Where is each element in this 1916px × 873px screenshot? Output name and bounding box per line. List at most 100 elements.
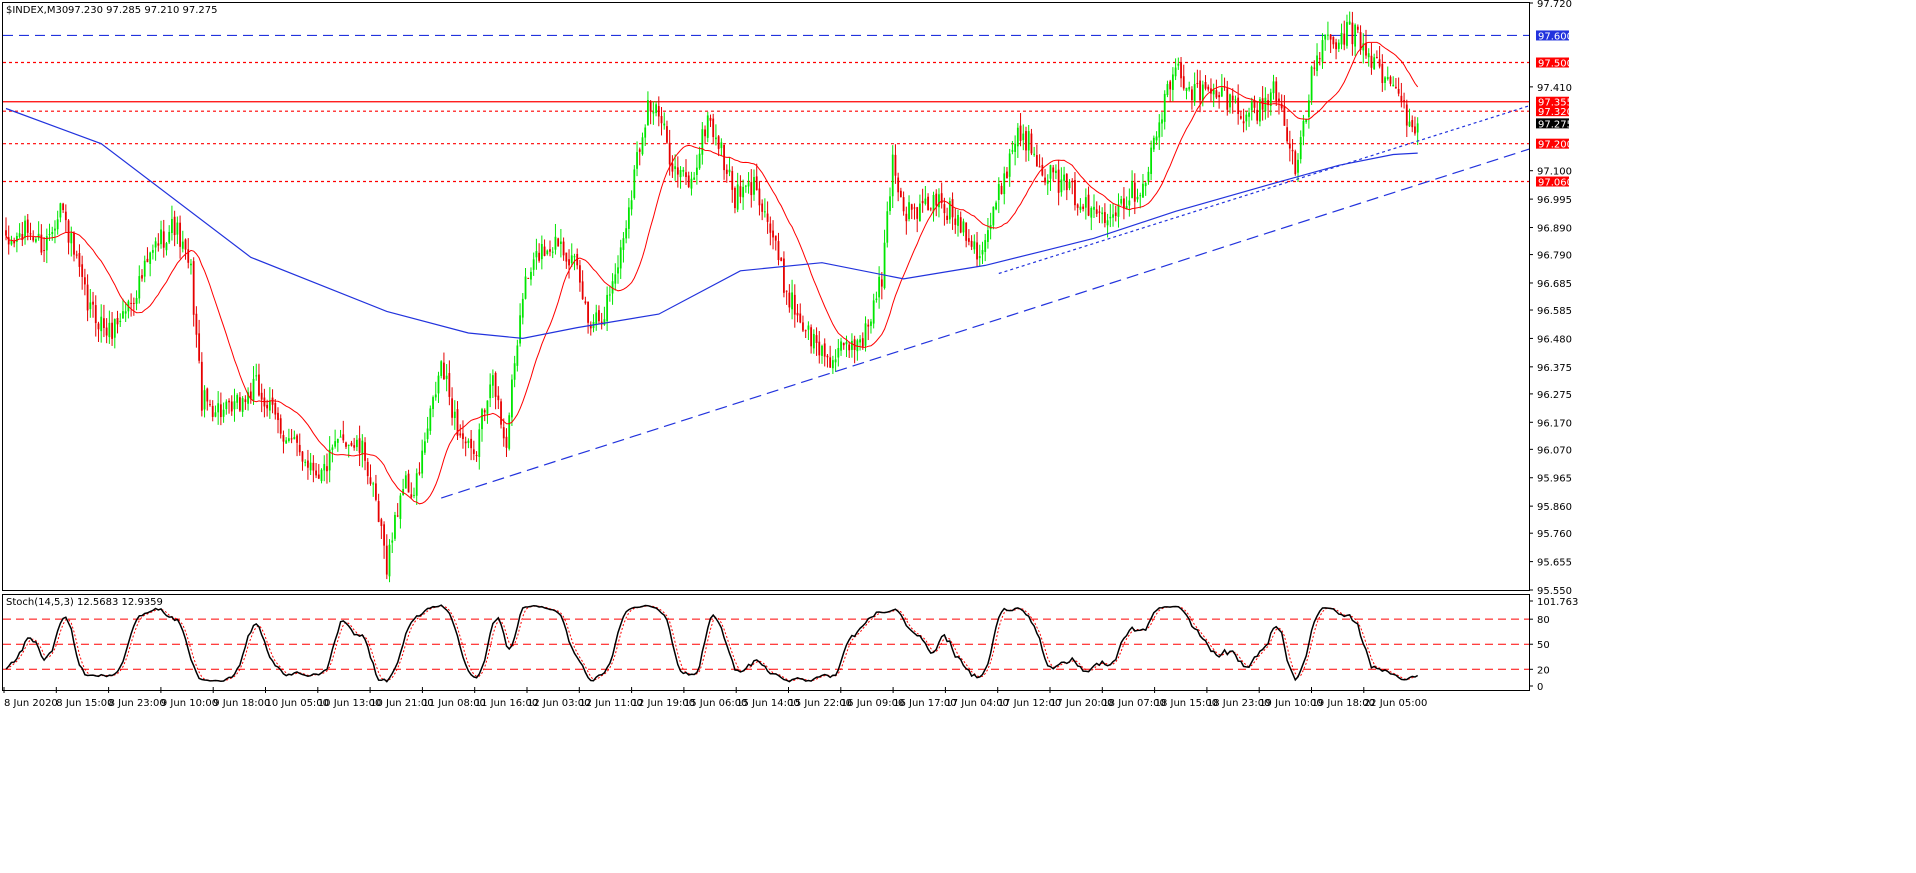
- candle-body: [200, 361, 203, 411]
- candle-body: [236, 395, 239, 403]
- candle-body: [1348, 21, 1351, 25]
- candle-body: [361, 440, 364, 455]
- candle-body: [807, 325, 810, 330]
- candle-body: [59, 203, 62, 218]
- candle-body: [252, 378, 255, 401]
- candle-body: [668, 142, 671, 165]
- candle-body: [774, 235, 777, 241]
- trendline[interactable]: [998, 105, 1530, 275]
- candle-body: [410, 494, 413, 498]
- candle-body: [1090, 207, 1093, 218]
- candle-body: [13, 240, 16, 244]
- level-price-marker: [1536, 57, 1569, 68]
- candle-body: [1218, 95, 1221, 98]
- candle-body: [1103, 212, 1106, 224]
- candle-body: [698, 153, 701, 169]
- candle-body: [1191, 89, 1193, 101]
- candle-body: [116, 317, 119, 325]
- candle-body: [138, 276, 141, 299]
- candle-body: [89, 302, 92, 310]
- candle-body: [535, 251, 538, 258]
- candle-body: [1016, 127, 1019, 147]
- candle-body: [119, 320, 122, 323]
- candle-body: [712, 118, 715, 138]
- candle-body: [187, 249, 190, 263]
- stoch-y-tick-label: 20: [1537, 665, 1550, 676]
- candle-body: [965, 222, 968, 241]
- candle-body: [736, 184, 739, 210]
- y-tick-label: 96.585: [1537, 306, 1572, 317]
- candle-body: [682, 169, 685, 172]
- y-tick-label: 95.760: [1537, 529, 1572, 540]
- candle-body: [1256, 109, 1259, 121]
- candle-body: [568, 259, 570, 266]
- candle-body: [290, 438, 293, 440]
- candle-body: [878, 276, 881, 298]
- candle-body: [78, 253, 81, 267]
- candle-body: [1272, 81, 1275, 94]
- candle-body: [1199, 80, 1201, 101]
- candle-body: [339, 436, 342, 438]
- candle-body: [1185, 87, 1188, 91]
- x-tick-label: 22 Jun 05:00: [1364, 698, 1428, 709]
- level-price-marker: [1536, 138, 1569, 149]
- candle-body: [328, 449, 331, 471]
- candle-body: [1033, 153, 1036, 155]
- candle-body: [1395, 86, 1397, 89]
- candle-body: [1278, 98, 1280, 102]
- candle-body: [831, 360, 834, 369]
- candle-body: [1142, 183, 1144, 198]
- candle-body: [957, 215, 959, 226]
- candle-body: [1123, 198, 1125, 209]
- candle-body: [203, 390, 206, 410]
- candle-body: [380, 519, 383, 527]
- candle-body: [1155, 136, 1158, 141]
- candle-body: [1152, 137, 1155, 150]
- candle-body: [823, 343, 826, 357]
- candle-body: [1384, 77, 1386, 83]
- candle-body: [717, 136, 720, 149]
- candle-body: [268, 400, 271, 411]
- level-price-marker: [1536, 176, 1569, 187]
- candle-body: [67, 220, 70, 243]
- candle-body: [317, 474, 320, 479]
- candle-body: [372, 483, 375, 485]
- stoch-header: Stoch(14,5,3) 12.5683 12.9359: [6, 597, 163, 608]
- candle-body: [45, 236, 48, 251]
- candle-body: [94, 305, 97, 324]
- candle-body: [358, 438, 361, 453]
- candle-body: [630, 200, 633, 210]
- candle-body: [157, 243, 160, 246]
- candle-body: [247, 392, 249, 404]
- candle-body: [695, 167, 698, 175]
- y-tick-label: 95.550: [1537, 586, 1572, 597]
- candle-body: [744, 185, 747, 187]
- candle-body: [611, 281, 614, 294]
- candle-body: [225, 401, 228, 410]
- candle-body: [149, 252, 152, 264]
- candle-body: [1169, 81, 1172, 90]
- candle-body: [562, 241, 565, 256]
- candle-body: [932, 195, 935, 212]
- candle-body: [1397, 88, 1400, 94]
- candle-body: [883, 242, 886, 289]
- candle-body: [796, 312, 799, 316]
- candle-body: [1307, 100, 1310, 118]
- candle-body: [312, 462, 315, 471]
- candle-body: [448, 373, 451, 397]
- candle-body: [266, 404, 269, 409]
- stoch-main-line: [5, 604, 1419, 683]
- candle-body: [1019, 125, 1022, 141]
- trendline[interactable]: [441, 148, 1530, 499]
- candle-body: [513, 363, 516, 380]
- candle-body: [165, 243, 168, 251]
- candle-body: [32, 237, 35, 241]
- candle-body: [524, 276, 527, 299]
- candle-body: [657, 106, 660, 117]
- symbol-header: $INDEX,M30: [6, 5, 68, 16]
- candle-body: [557, 238, 560, 247]
- candle-body: [606, 294, 609, 322]
- candle-body: [385, 545, 388, 575]
